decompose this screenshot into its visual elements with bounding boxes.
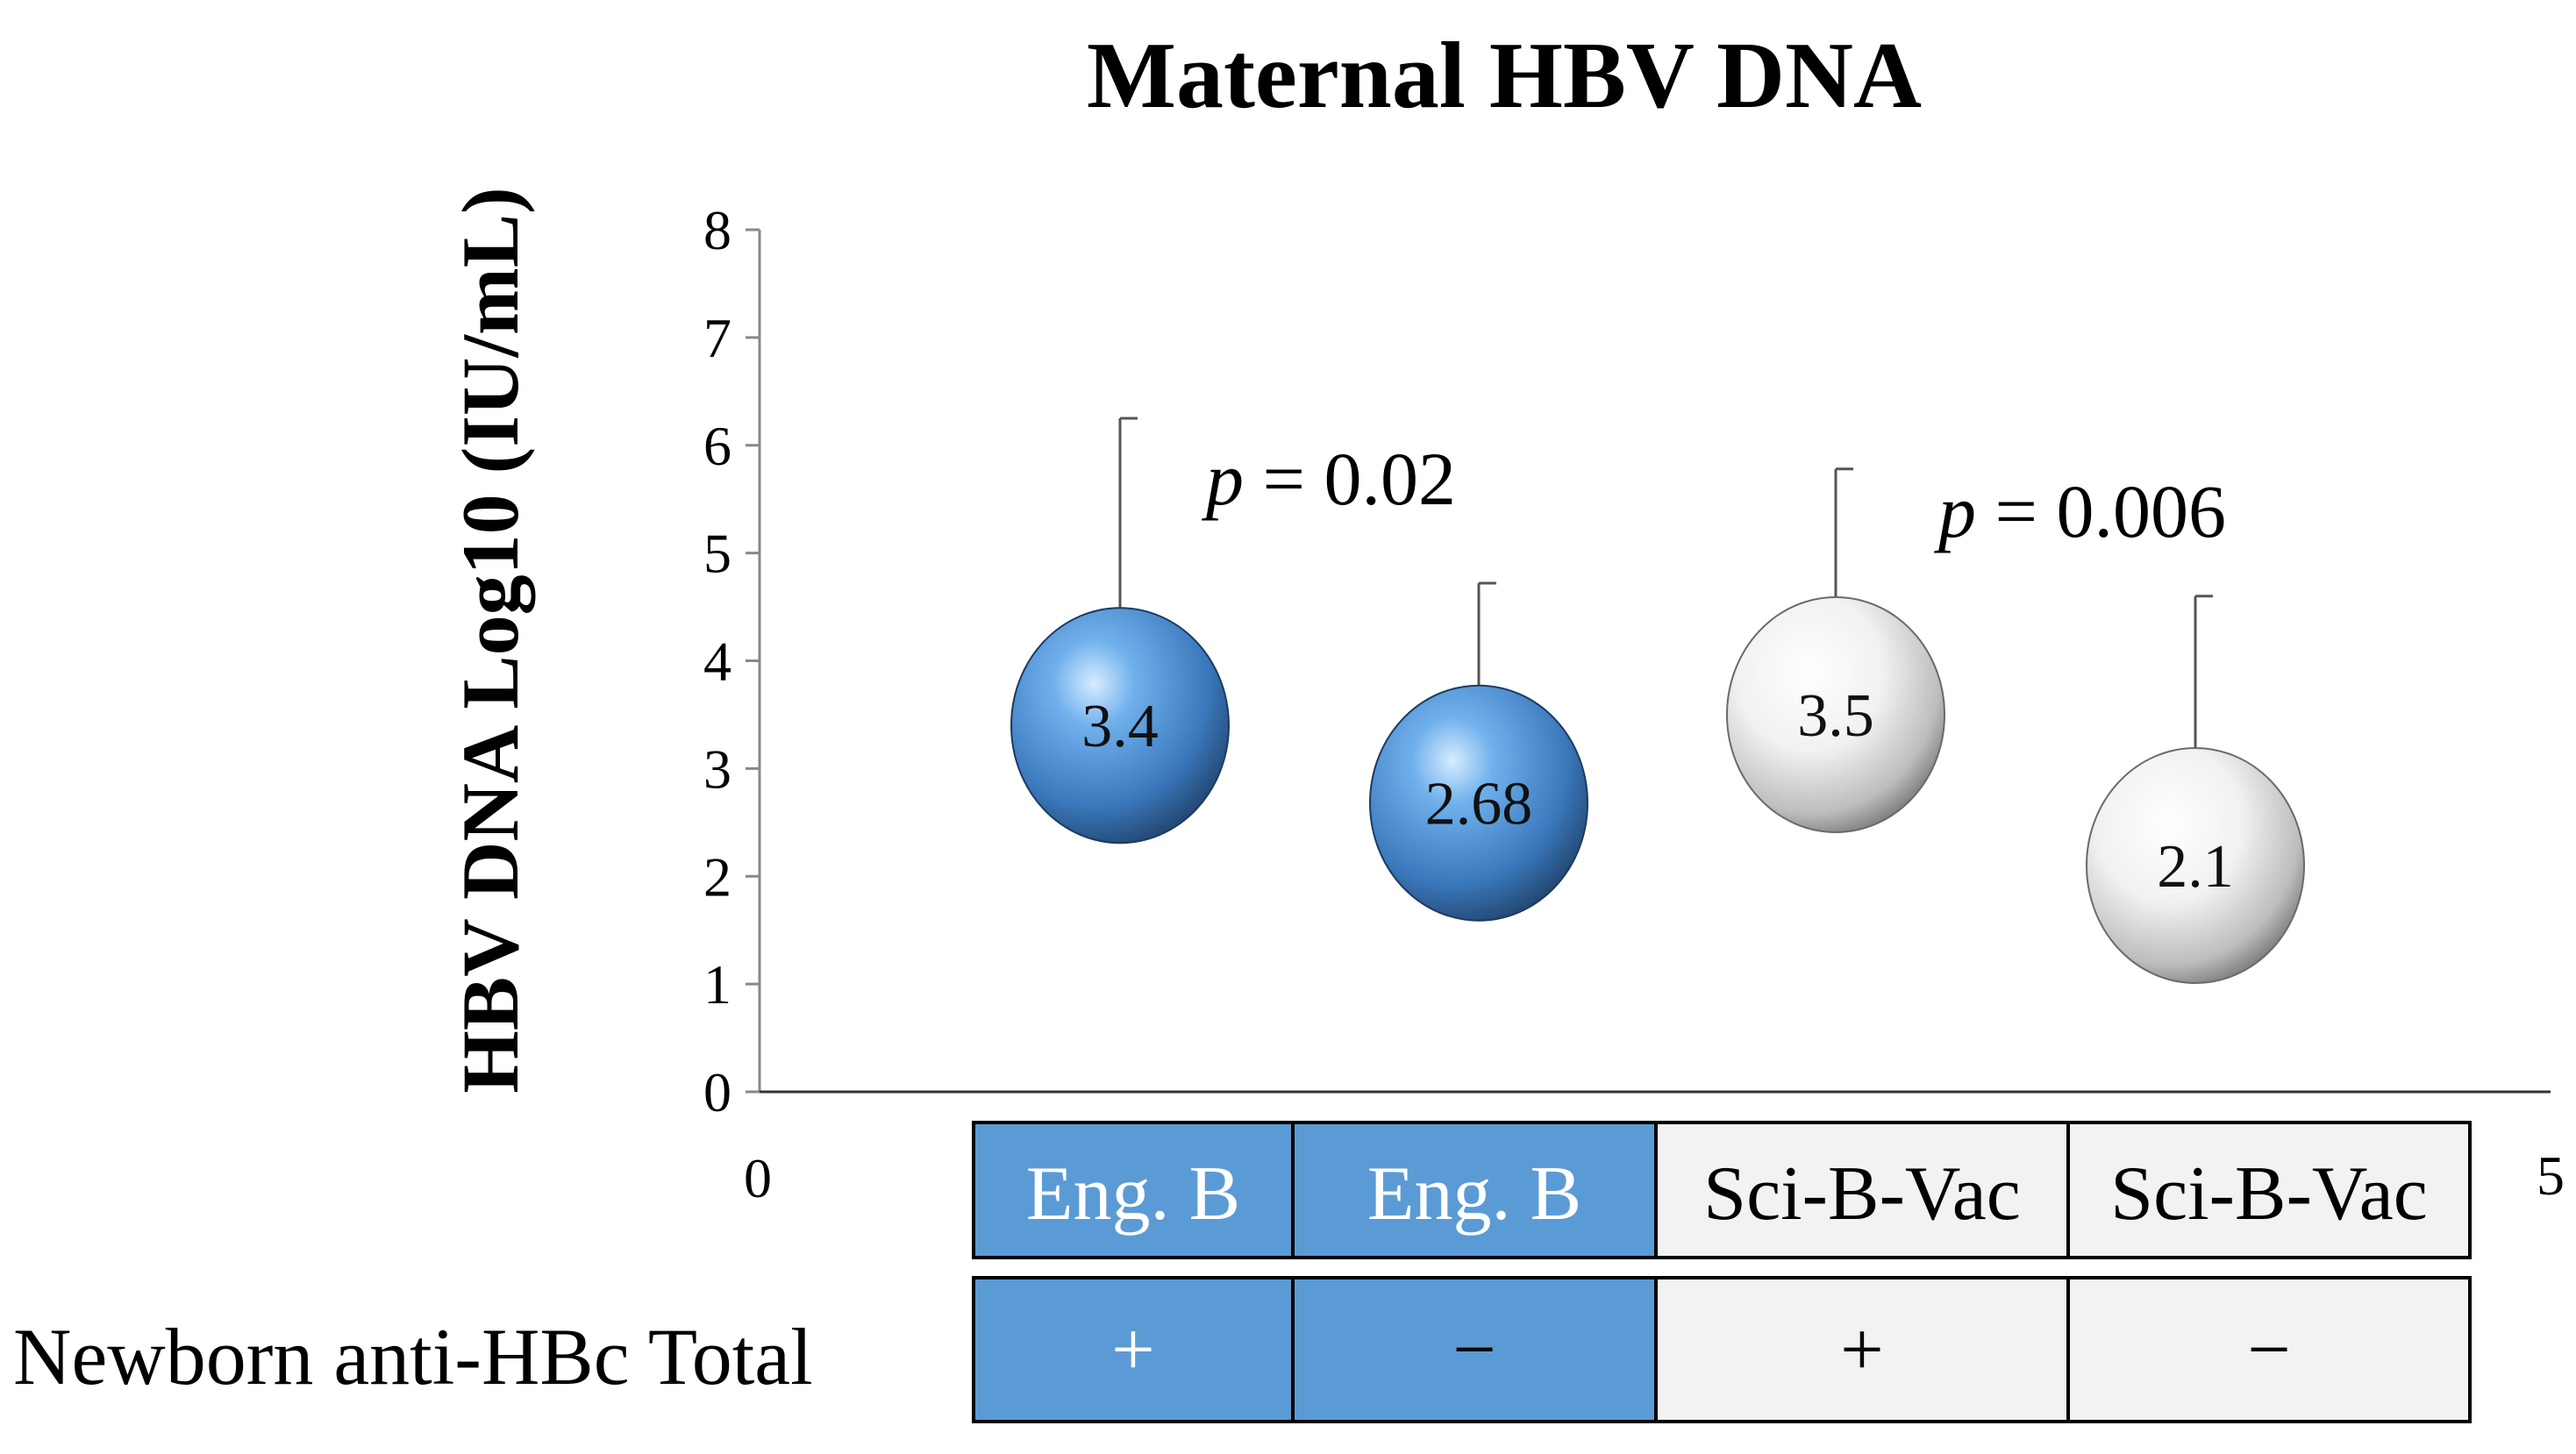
x-tick-label: 0 bbox=[744, 1147, 772, 1209]
antibody-cell: − bbox=[1452, 1308, 1496, 1393]
y-ticks: 0 1 2 3 4 5 6 7 8 bbox=[703, 199, 760, 1123]
vaccine-cell-bg bbox=[2066, 1121, 2472, 1259]
y-tick-label: 1 bbox=[703, 953, 731, 1016]
p-value-annotation-2: p = 0.006 bbox=[1933, 469, 2226, 553]
antibody-row: + − + − bbox=[972, 1276, 2472, 1423]
data-point bbox=[1726, 595, 1945, 833]
vaccine-cell: Eng. B bbox=[1026, 1151, 1240, 1237]
p-value-annotation-1: p = 0.02 bbox=[1201, 437, 1456, 521]
y-tick-label: 4 bbox=[703, 631, 731, 693]
data-point bbox=[2086, 746, 2305, 984]
antibody-cell-bg bbox=[2066, 1276, 2472, 1423]
data-markers bbox=[1010, 595, 2305, 984]
data-label: 3.4 bbox=[1081, 693, 1159, 760]
data-point bbox=[1369, 684, 1588, 922]
group-table: Eng. B Eng. B Sci-B-Vac Sci-B-Vac Newbor… bbox=[13, 1121, 2472, 1423]
p-value-text: = 0.006 bbox=[1976, 469, 2226, 553]
antibody-cell-bg bbox=[1654, 1276, 2070, 1423]
x-tick-label: 5 bbox=[2537, 1144, 2565, 1207]
data-point bbox=[1010, 607, 1230, 845]
data-labels: 3.4 2.68 3.5 2.1 bbox=[1081, 682, 2234, 901]
row-header: Newborn anti-HBc Total bbox=[13, 1312, 813, 1401]
antibody-cell: + bbox=[1111, 1308, 1155, 1393]
y-tick-label: 7 bbox=[703, 307, 731, 369]
chart-title: Maternal HBV DNA bbox=[1087, 24, 1922, 128]
p-value-text: = 0.02 bbox=[1244, 437, 1456, 521]
y-axis-label: HBV DNA Log10 (IU/mL) bbox=[446, 187, 535, 1093]
y-tick-label: 6 bbox=[703, 415, 731, 477]
data-label: 2.1 bbox=[2157, 833, 2234, 901]
vaccine-row: Eng. B Eng. B Sci-B-Vac Sci-B-Vac bbox=[972, 1121, 2472, 1259]
p-symbol: p bbox=[1201, 437, 1244, 521]
vaccine-cell: Eng. B bbox=[1367, 1151, 1581, 1237]
antibody-cell: + bbox=[1840, 1308, 1884, 1393]
vaccine-cell-bg bbox=[972, 1121, 1295, 1259]
vaccine-cell-bg bbox=[1654, 1121, 2070, 1259]
y-tick-label: 8 bbox=[703, 199, 731, 261]
y-tick-label: 2 bbox=[703, 845, 731, 908]
y-tick-label: 5 bbox=[703, 523, 731, 585]
y-tick-label: 3 bbox=[703, 738, 731, 800]
data-label: 2.68 bbox=[1425, 771, 1533, 838]
antibody-cell-bg bbox=[972, 1276, 1295, 1423]
data-label: 3.5 bbox=[1797, 682, 1874, 750]
y-tick-label: 0 bbox=[703, 1061, 731, 1123]
p-symbol: p bbox=[1933, 469, 1976, 553]
vaccine-cell: Sci-B-Vac bbox=[1703, 1151, 2021, 1237]
vaccine-cell: Sci-B-Vac bbox=[2110, 1151, 2428, 1237]
antibody-cell: − bbox=[2247, 1308, 2291, 1393]
